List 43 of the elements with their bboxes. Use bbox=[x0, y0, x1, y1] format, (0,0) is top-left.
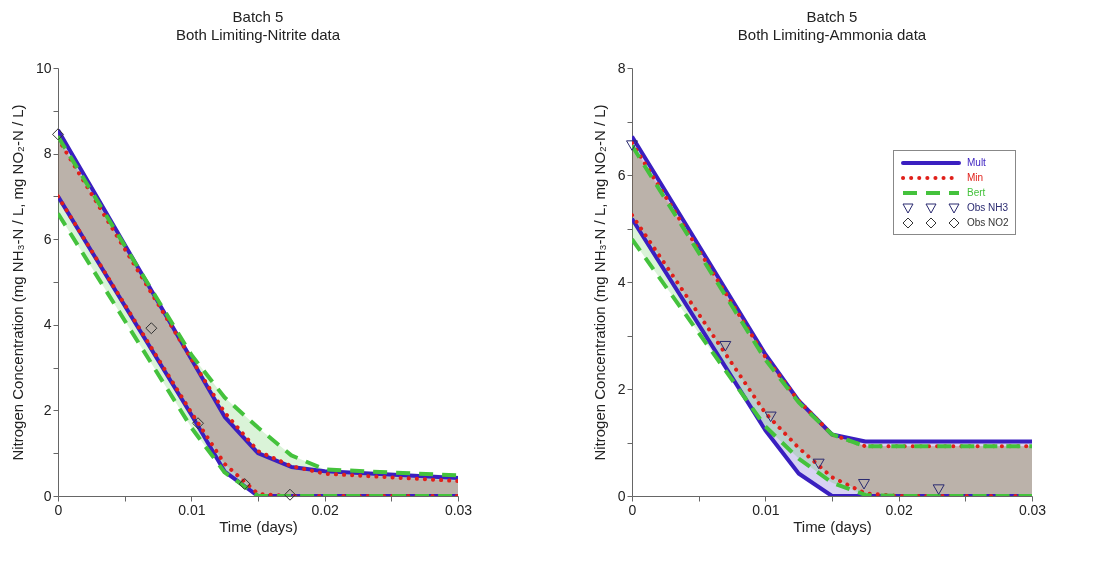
y-tick-label: 8 bbox=[617, 59, 626, 76]
legend-label: Obs NH3 bbox=[967, 202, 1009, 213]
x-tick-label: 0.01 bbox=[752, 501, 780, 518]
x-tick-label: 0 bbox=[54, 501, 63, 518]
point bbox=[719, 340, 732, 352]
chart-subtitle: Both Limiting-Ammonia data bbox=[737, 26, 927, 43]
point bbox=[812, 458, 825, 470]
chart-subtitle: Both Limiting-Nitrite data bbox=[175, 26, 341, 43]
x-axis-title: Time (days) bbox=[219, 517, 298, 535]
x-axis-title: Time (days) bbox=[793, 517, 872, 535]
point bbox=[764, 411, 777, 423]
x-tick-label: 0 bbox=[628, 501, 637, 518]
chart-title: Batch 5 bbox=[232, 8, 284, 25]
text: Min bbox=[967, 172, 984, 183]
x-tick-label: 0.02 bbox=[885, 501, 913, 518]
point bbox=[238, 478, 251, 490]
x-tick-label: 0.02 bbox=[311, 501, 339, 518]
point bbox=[52, 128, 64, 141]
y-tick-label: 4 bbox=[43, 316, 52, 333]
y-tick-label: 4 bbox=[617, 273, 626, 290]
x-tick-label: 0.03 bbox=[444, 501, 473, 518]
x-tick-label: 0.01 bbox=[178, 501, 206, 518]
legend-label: Obs NO2 bbox=[967, 217, 1009, 228]
y-tick-label: 10 bbox=[35, 59, 52, 76]
y-tick-label: 2 bbox=[617, 380, 626, 397]
point bbox=[932, 484, 945, 495]
text: Mult bbox=[967, 157, 986, 168]
point bbox=[145, 322, 158, 335]
point bbox=[192, 417, 204, 430]
point bbox=[626, 140, 638, 151]
y-tick-label: 6 bbox=[617, 166, 626, 183]
y-axis-title: Nitrogen Concentration (mg NH₃-N / L, mg NO₂-N / L) bbox=[8, 104, 26, 461]
x-tick-label: 0.03 bbox=[1018, 501, 1047, 518]
y-tick-label: 0 bbox=[43, 487, 52, 504]
text: Bert bbox=[967, 187, 986, 198]
y-tick-label: 8 bbox=[43, 145, 52, 162]
y-axis-title: Nitrogen Concentration (mg NH₃-N / L, mg NO₂-N / L) bbox=[590, 104, 608, 461]
chart-title: Batch 5 bbox=[806, 8, 858, 25]
y-tick-label: 2 bbox=[43, 401, 52, 418]
point bbox=[858, 478, 870, 490]
point bbox=[284, 488, 296, 501]
y-tick-label: 6 bbox=[43, 230, 52, 247]
y-tick-label: 0 bbox=[617, 487, 626, 504]
